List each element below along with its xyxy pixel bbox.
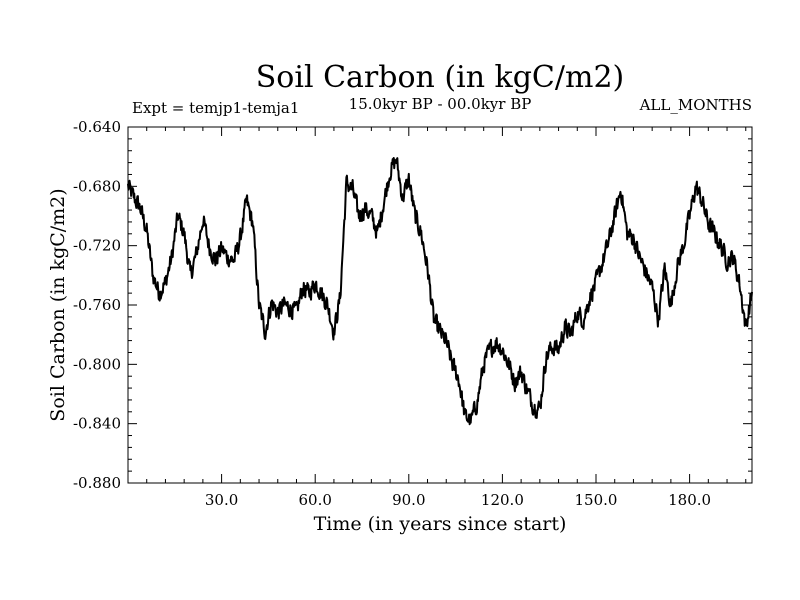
y-axis: -0.640 -0.680 -0.720 -0.760 -0.800 -0.840 -0.8…: [73, 118, 752, 492]
x-tick-label: 90.0: [392, 491, 425, 509]
y-axis-label: Soil Carbon (in kgC/m2): [47, 188, 69, 421]
chart-title: Soil Carbon (in kgC/m2): [256, 60, 624, 95]
y-tick-label: -0.800: [73, 355, 121, 373]
subtitle-period: 15.0kyr BP - 00.0kyr BP: [349, 95, 532, 113]
plot-area-frame: [127, 126, 753, 484]
x-axis: 30.0 60.0 90.0 120.0 150.0 180.0: [146, 127, 747, 509]
y-tick-label: -0.680: [73, 177, 121, 195]
x-tick-label: 120.0: [481, 491, 524, 509]
x-axis-label: Time (in years since start): [314, 513, 567, 535]
subtitle-months: ALL_MONTHS: [639, 96, 752, 114]
y-tick-label: -0.840: [73, 415, 121, 433]
x-tick-label: 30.0: [205, 491, 238, 509]
y-tick-label: -0.880: [73, 474, 121, 492]
x-tick-label: 150.0: [575, 491, 618, 509]
y-tick-label: -0.640: [73, 118, 121, 136]
x-tick-label: 180.0: [668, 491, 711, 509]
y-tick-label: -0.760: [73, 296, 121, 314]
y-tick-label: -0.720: [73, 237, 121, 255]
subtitle-experiment: Expt = temjp1-temja1: [132, 99, 299, 117]
x-tick-label: 60.0: [298, 491, 331, 509]
soil-carbon-series-line: [127, 156, 753, 426]
